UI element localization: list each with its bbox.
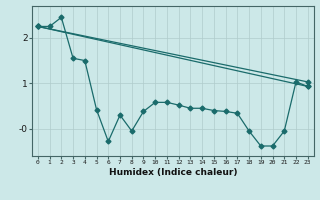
X-axis label: Humidex (Indice chaleur): Humidex (Indice chaleur): [108, 168, 237, 177]
